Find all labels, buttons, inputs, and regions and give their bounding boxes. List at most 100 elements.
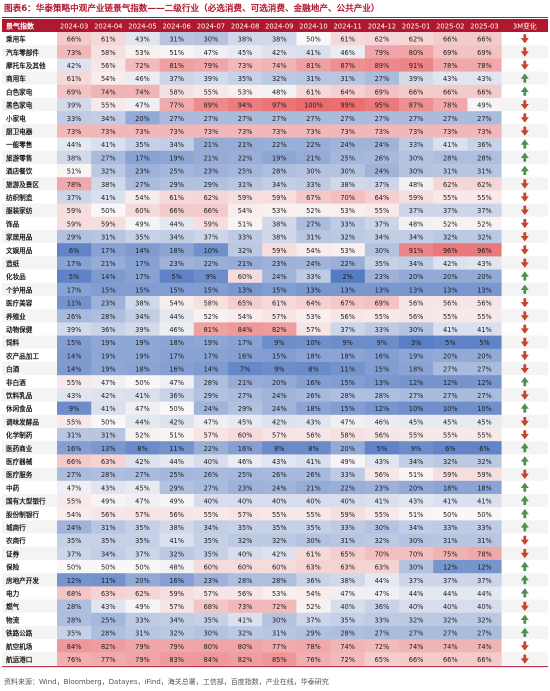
row-label-bg bbox=[2, 256, 57, 270]
heat-cell bbox=[296, 177, 331, 191]
cell-value-label: 32% bbox=[169, 550, 184, 558]
cell-value-label: 56% bbox=[375, 432, 390, 440]
header-band bbox=[2, 19, 548, 32]
down-arrow-icon bbox=[520, 245, 529, 255]
cell-value-label: 54% bbox=[238, 207, 253, 215]
cell-value-label: 27% bbox=[101, 154, 116, 162]
cell-value-label: 52% bbox=[477, 220, 492, 228]
cell-value-label: 78% bbox=[477, 62, 492, 70]
row-label-bg bbox=[2, 32, 57, 46]
heat-cell bbox=[228, 137, 263, 152]
heat-cell bbox=[433, 348, 468, 363]
column-header: 2024-04 bbox=[94, 23, 122, 31]
heat-cell bbox=[57, 428, 92, 442]
row-label: 医药商业 bbox=[6, 444, 33, 453]
cell-value-label: 33% bbox=[375, 616, 390, 624]
cell-value-label: 56% bbox=[409, 300, 424, 308]
heat-cell bbox=[296, 150, 331, 165]
heat-cell bbox=[262, 71, 297, 86]
down-arrow-icon bbox=[520, 205, 529, 215]
heat-cell bbox=[296, 348, 331, 363]
cell-value-label: 73% bbox=[272, 128, 287, 136]
cell-value-label: 41% bbox=[101, 405, 116, 413]
heat-cell bbox=[91, 612, 126, 627]
heat-cell bbox=[262, 216, 297, 231]
heat-cell bbox=[228, 71, 263, 86]
row-label: 纺织制造 bbox=[6, 193, 33, 202]
cell-value-label: 27% bbox=[477, 630, 492, 638]
row-label: 饲料 bbox=[5, 338, 20, 347]
heat-cell bbox=[193, 401, 229, 416]
heat-cell bbox=[467, 441, 502, 455]
row-label: 造纸 bbox=[6, 259, 20, 268]
heat-cell bbox=[433, 388, 468, 402]
cell-value-label: 20% bbox=[443, 273, 458, 281]
row-label: 铁路公路 bbox=[5, 629, 33, 638]
heat-cell bbox=[467, 230, 502, 244]
cell-value-label: 31% bbox=[443, 537, 458, 545]
heat-cell bbox=[330, 560, 366, 574]
cell-value-label: 13% bbox=[477, 286, 492, 294]
heat-cell bbox=[262, 45, 297, 59]
cell-value-label: 54% bbox=[306, 590, 321, 598]
column-header: 2024-03 bbox=[60, 23, 88, 31]
heat-cell bbox=[159, 626, 195, 640]
cell-value-label: 29% bbox=[67, 234, 82, 242]
cell-value-label: 73% bbox=[375, 128, 390, 136]
heat-cell bbox=[193, 32, 229, 46]
heat-cell bbox=[467, 573, 502, 587]
cell-value-label: 31% bbox=[340, 537, 355, 545]
row-label-bg bbox=[2, 560, 57, 574]
cell-value-label: 50% bbox=[101, 207, 116, 215]
heat-cell bbox=[91, 348, 126, 363]
heat-cell bbox=[296, 626, 331, 640]
heat-cell bbox=[193, 467, 229, 482]
heat-cell bbox=[399, 45, 434, 59]
heat-cell bbox=[159, 45, 195, 59]
column-header: 2024-06 bbox=[162, 23, 190, 31]
cell-value-label: 12% bbox=[375, 405, 390, 413]
cell-value-label: 59% bbox=[340, 511, 355, 519]
heat-cell bbox=[228, 612, 263, 627]
cell-value-label: 44% bbox=[477, 590, 492, 598]
heat-cell bbox=[228, 98, 263, 112]
heat-cell bbox=[330, 639, 366, 653]
cell-value-label: 19% bbox=[272, 154, 287, 162]
cell-value-label: 31% bbox=[238, 181, 253, 189]
heat-cell bbox=[330, 546, 366, 561]
heat-cell bbox=[262, 546, 297, 561]
cell-value-label: 35% bbox=[67, 537, 82, 545]
heat-cell bbox=[364, 164, 400, 178]
heat-cell bbox=[228, 32, 263, 46]
cell-value-label: 14% bbox=[67, 366, 82, 374]
cell-value-label: 37% bbox=[135, 550, 150, 558]
cell-value-label: 65% bbox=[238, 300, 253, 308]
cell-value-label: 34% bbox=[101, 115, 116, 123]
cell-value-label: 38% bbox=[238, 36, 253, 44]
cell-value-label: 69% bbox=[477, 49, 492, 57]
cell-value-label: 55% bbox=[101, 102, 116, 110]
heat-cell bbox=[433, 203, 468, 218]
heat-cell bbox=[296, 335, 331, 350]
cell-value-label: 80% bbox=[409, 49, 424, 57]
cell-value-label: 56% bbox=[375, 471, 390, 479]
cell-value-label: 11% bbox=[169, 445, 184, 453]
heat-cell bbox=[467, 45, 502, 59]
heat-cell bbox=[159, 441, 195, 455]
heat-cell bbox=[159, 84, 195, 99]
cell-value-label: 53% bbox=[340, 207, 355, 215]
heat-cell bbox=[91, 164, 126, 178]
cell-value-label: 37% bbox=[340, 326, 355, 334]
column-header: 2025-02 bbox=[436, 23, 464, 31]
heat-cell bbox=[467, 454, 502, 468]
heat-cell bbox=[399, 58, 434, 72]
heat-cell bbox=[433, 84, 468, 99]
heat-cell bbox=[159, 58, 195, 72]
cell-value-label: 22% bbox=[204, 260, 219, 268]
heat-cell bbox=[57, 203, 92, 218]
cell-value-label: 56% bbox=[101, 62, 116, 70]
heat-cell bbox=[433, 243, 468, 257]
cell-value-label: 42% bbox=[169, 418, 184, 426]
cell-value-label: 32% bbox=[443, 616, 458, 624]
heat-cell bbox=[399, 494, 434, 508]
